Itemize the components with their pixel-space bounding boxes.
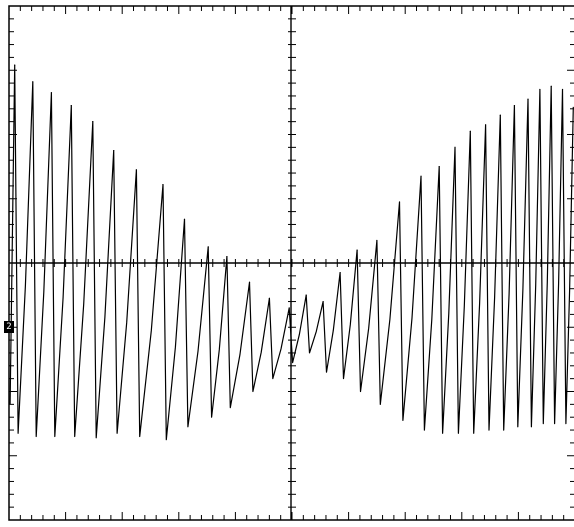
- cycle-peak-point: [499, 114, 501, 116]
- waveform-trace: [9, 64, 574, 441]
- cycle-peak-point: [207, 246, 209, 248]
- cycle-peak-point: [113, 149, 115, 152]
- cycle-peak-point: [14, 64, 16, 66]
- channel-marker: 2: [4, 321, 14, 333]
- cycle-peak-point: [50, 92, 53, 94]
- cycle-peak-point: [32, 81, 34, 83]
- cycle-peak-point: [70, 104, 72, 107]
- cycle-peak-point: [376, 239, 378, 242]
- cycle-peak-point: [469, 130, 471, 132]
- cycle-peak-point: [92, 121, 94, 123]
- cycle-peak-point: [248, 281, 251, 283]
- cycle-peak-point: [527, 98, 529, 100]
- cycle-peak-point: [322, 300, 324, 303]
- cycle-peak-point: [162, 184, 164, 186]
- cycle-peak-point: [356, 249, 358, 251]
- cycle-peak-point: [398, 201, 401, 203]
- cycle-peak-point: [339, 272, 341, 274]
- cycle-peak-point: [135, 169, 137, 171]
- cycle-peak-point: [484, 124, 487, 126]
- cycle-peak-point: [454, 146, 456, 148]
- cycle-peak-point: [268, 297, 270, 299]
- cycle-peak-point: [305, 294, 307, 296]
- cycle-peak-point: [420, 175, 422, 177]
- cycle-peak-point: [288, 307, 290, 309]
- cycle-peak-point: [513, 104, 516, 107]
- waveform-series-0: [9, 64, 574, 441]
- cycle-peak-point: [438, 166, 440, 168]
- cycle-peak-point: [561, 88, 564, 91]
- cycle-peak-point: [226, 255, 228, 258]
- cycle-peak-point: [183, 218, 186, 220]
- cycle-peak-point: [539, 88, 541, 91]
- cycle-peak-point: [550, 85, 552, 87]
